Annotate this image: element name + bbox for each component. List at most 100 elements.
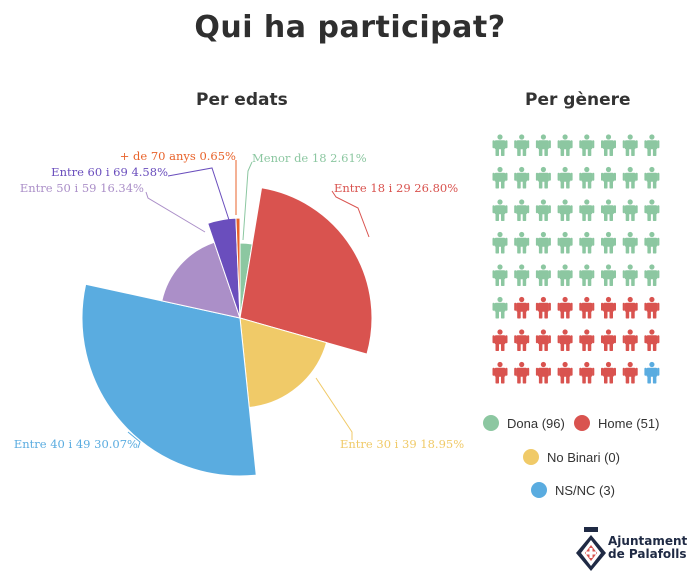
person-icon (492, 264, 508, 286)
logo-line2: de Palafolls (608, 547, 687, 561)
person-icon (492, 199, 508, 221)
person-icon (514, 361, 530, 384)
person-icon (557, 134, 573, 156)
pie-label-4: Entre 50 i 59 16.34% (20, 181, 144, 195)
person-icon (644, 361, 660, 384)
person-icon (492, 361, 508, 384)
person-icon (514, 231, 530, 254)
person-icon (644, 231, 660, 254)
page-title: Qui ha participat? (194, 10, 506, 45)
pie-leader-line-1 (331, 190, 370, 238)
person-icon (514, 199, 530, 221)
legend-item-no-binari[interactable]: No Binari (0) (523, 449, 620, 465)
person-icon (492, 329, 508, 351)
person-icon (557, 166, 573, 189)
person-icon (601, 231, 616, 254)
logo-text: Ajuntament de Palafolls (608, 535, 687, 561)
person-icon (644, 329, 660, 351)
person-icon (622, 231, 638, 254)
person-icon (601, 329, 616, 351)
pie-slice-3[interactable] (81, 283, 257, 477)
pie-leader-line-4 (145, 191, 206, 233)
person-icon (579, 199, 595, 221)
person-icon (535, 199, 551, 221)
pie-label-3: Entre 40 i 49 30.07% (14, 437, 138, 451)
person-icon (622, 361, 638, 384)
person-icon (535, 361, 551, 384)
legend-item-nsnc[interactable]: NS/NC (3) (531, 482, 615, 498)
person-icon (535, 296, 551, 319)
person-icon (579, 134, 595, 156)
person-icon (492, 231, 508, 254)
ajuntament-logo: Ajuntament de Palafolls (574, 525, 687, 575)
legend-dot-nsnc (531, 482, 547, 498)
pie-slice-2[interactable] (239, 317, 328, 409)
legend-dot-home (574, 415, 590, 431)
person-icon (535, 166, 551, 189)
person-icon (492, 134, 508, 156)
person-icon (557, 296, 573, 319)
pie-label-6: + de 70 anys 0.65% (120, 149, 236, 163)
age-chart-title: Per edats (196, 90, 288, 110)
person-icon (579, 166, 595, 189)
person-icon (535, 264, 551, 286)
person-icon (601, 134, 616, 156)
person-icon (622, 166, 638, 189)
pie-slice-1[interactable] (239, 187, 373, 355)
person-icon (535, 134, 551, 156)
person-icon (644, 166, 660, 189)
gender-chart-title: Per gènere (525, 90, 631, 110)
person-icon (622, 199, 638, 221)
person-icon (644, 264, 660, 286)
person-icon (535, 231, 551, 254)
person-icon (514, 134, 530, 156)
pie-slice-6[interactable] (235, 217, 241, 319)
person-icon (601, 264, 616, 286)
person-icon (492, 296, 508, 319)
person-icon (535, 329, 551, 351)
legend-label-home: Home (51) (598, 415, 660, 431)
legend-item-dona[interactable]: Dona (96) (483, 415, 565, 431)
person-icon (514, 296, 530, 319)
person-icon (557, 264, 573, 286)
person-icon (601, 166, 616, 189)
person-icon (557, 329, 573, 351)
legend-dot-dona (483, 415, 499, 431)
pie-leader-line-0 (242, 161, 253, 241)
person-icon (579, 329, 595, 351)
legend-label-no-binari: No Binari (0) (547, 449, 620, 465)
person-icon (492, 166, 508, 189)
person-icon (514, 264, 530, 286)
person-icon (601, 199, 616, 221)
person-icon (622, 296, 638, 319)
pie-label-5: Entre 60 i 69 4.58% (51, 165, 168, 179)
person-icon (579, 264, 595, 286)
person-icon (579, 231, 595, 254)
pie-label-2: Entre 30 i 39 18.95% (340, 437, 464, 451)
person-icon (644, 296, 660, 319)
person-icon (622, 264, 638, 286)
person-icon (514, 329, 530, 351)
pie-leader-line-2 (315, 377, 353, 440)
person-icon (622, 134, 638, 156)
person-icon (579, 296, 595, 319)
person-icon (601, 361, 616, 384)
person-icon (579, 361, 595, 384)
legend-label-dona: Dona (96) (507, 415, 565, 431)
person-icon (557, 361, 573, 384)
pie-leader-line-5 (167, 167, 231, 224)
logo-emblem-icon (576, 527, 606, 571)
person-icon (644, 134, 660, 156)
pie-label-1: Entre 18 i 29 26.80% (334, 181, 458, 195)
logo-line1: Ajuntament (608, 534, 688, 548)
pie-label-0: Menor de 18 2.61% (252, 151, 367, 165)
person-icon (601, 296, 616, 319)
legend-item-home[interactable]: Home (51) (574, 415, 659, 431)
legend-dot-no-binari (523, 449, 539, 465)
pie-leader-line-3 (127, 431, 141, 449)
person-icon (557, 231, 573, 254)
legend-label-nsnc: NS/NC (3) (555, 482, 615, 498)
person-icon (514, 166, 530, 189)
